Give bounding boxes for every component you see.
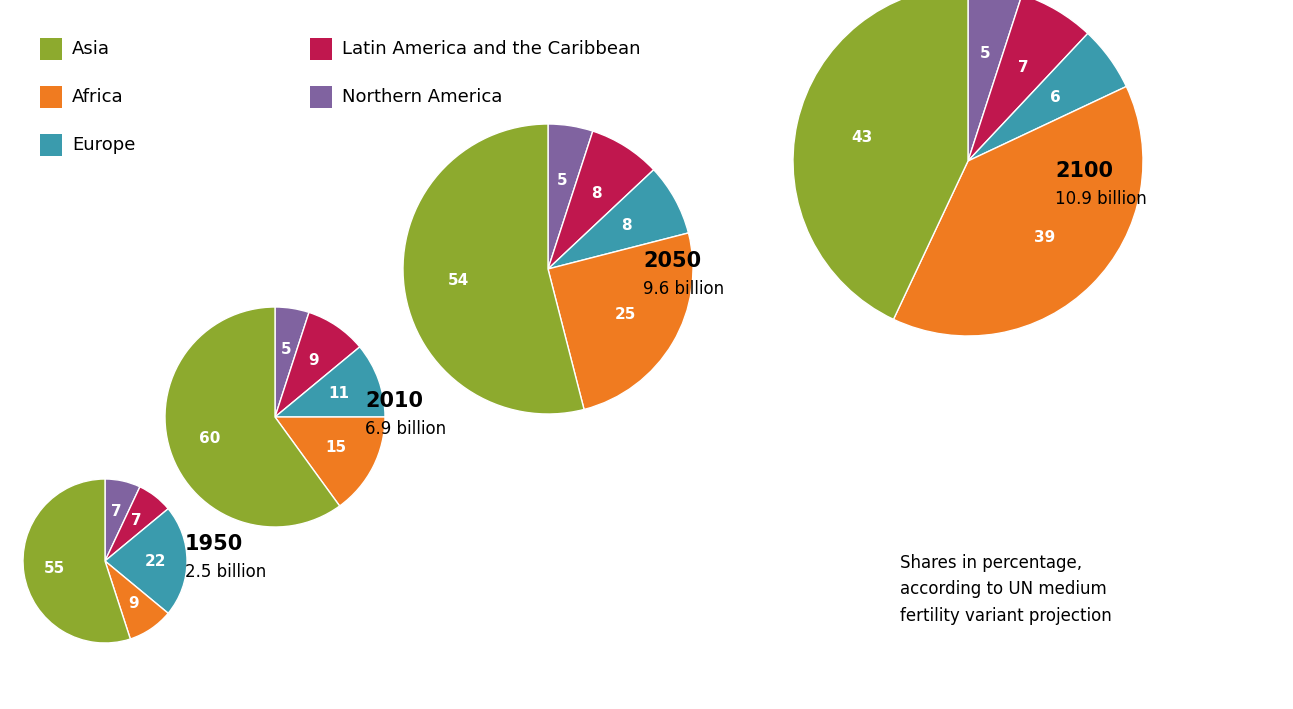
- Wedge shape: [793, 0, 968, 319]
- Text: 5: 5: [980, 46, 990, 62]
- Text: Latin America and the Caribbean: Latin America and the Caribbean: [343, 40, 640, 58]
- Wedge shape: [275, 347, 385, 417]
- Text: 2100: 2100: [1055, 161, 1113, 181]
- Text: 6.9 billion: 6.9 billion: [365, 420, 446, 438]
- Text: 7: 7: [131, 513, 141, 528]
- Text: 2050: 2050: [643, 251, 701, 271]
- Wedge shape: [548, 124, 592, 269]
- Wedge shape: [548, 169, 688, 269]
- Text: 5: 5: [281, 342, 291, 357]
- FancyBboxPatch shape: [310, 38, 332, 60]
- Wedge shape: [968, 0, 1021, 161]
- Text: 7: 7: [1018, 60, 1028, 75]
- FancyBboxPatch shape: [40, 86, 62, 108]
- Text: Northern America: Northern America: [343, 88, 503, 106]
- Text: 10.9 billion: 10.9 billion: [1055, 190, 1147, 208]
- Text: 8: 8: [622, 218, 632, 233]
- Text: Europe: Europe: [72, 136, 136, 154]
- Text: 9.6 billion: 9.6 billion: [643, 280, 724, 298]
- Text: 55: 55: [44, 562, 66, 576]
- Wedge shape: [968, 33, 1126, 161]
- Text: 1950: 1950: [185, 534, 243, 554]
- Text: 2010: 2010: [365, 391, 423, 411]
- Text: 22: 22: [145, 554, 167, 569]
- Wedge shape: [275, 313, 359, 417]
- Text: 25: 25: [614, 307, 636, 323]
- Text: 7: 7: [111, 504, 122, 519]
- Text: 39: 39: [1034, 230, 1055, 245]
- Text: Shares in percentage,
according to UN medium
fertility variant projection: Shares in percentage, according to UN me…: [900, 554, 1112, 625]
- Wedge shape: [105, 479, 140, 561]
- Wedge shape: [105, 487, 168, 561]
- Text: 5: 5: [557, 173, 568, 188]
- Wedge shape: [275, 307, 309, 417]
- FancyBboxPatch shape: [310, 86, 332, 108]
- Text: 2.5 billion: 2.5 billion: [185, 563, 266, 581]
- Text: 43: 43: [852, 130, 873, 145]
- FancyBboxPatch shape: [40, 134, 62, 156]
- Text: 9: 9: [128, 596, 138, 610]
- Wedge shape: [548, 131, 654, 269]
- Wedge shape: [403, 124, 584, 414]
- Wedge shape: [893, 86, 1143, 336]
- Wedge shape: [23, 479, 131, 643]
- Wedge shape: [968, 0, 1087, 161]
- Text: 8: 8: [591, 186, 601, 201]
- Text: Africa: Africa: [72, 88, 124, 106]
- Text: Asia: Asia: [72, 40, 110, 58]
- Text: 9: 9: [308, 353, 318, 368]
- Wedge shape: [105, 509, 187, 613]
- Text: 11: 11: [328, 386, 349, 401]
- Wedge shape: [105, 561, 168, 639]
- Wedge shape: [275, 417, 385, 506]
- Text: 60: 60: [199, 430, 221, 445]
- Text: 54: 54: [449, 273, 469, 288]
- Wedge shape: [548, 233, 693, 409]
- Wedge shape: [166, 307, 340, 527]
- Text: 6: 6: [1050, 90, 1062, 105]
- FancyBboxPatch shape: [40, 38, 62, 60]
- Text: 15: 15: [326, 440, 347, 455]
